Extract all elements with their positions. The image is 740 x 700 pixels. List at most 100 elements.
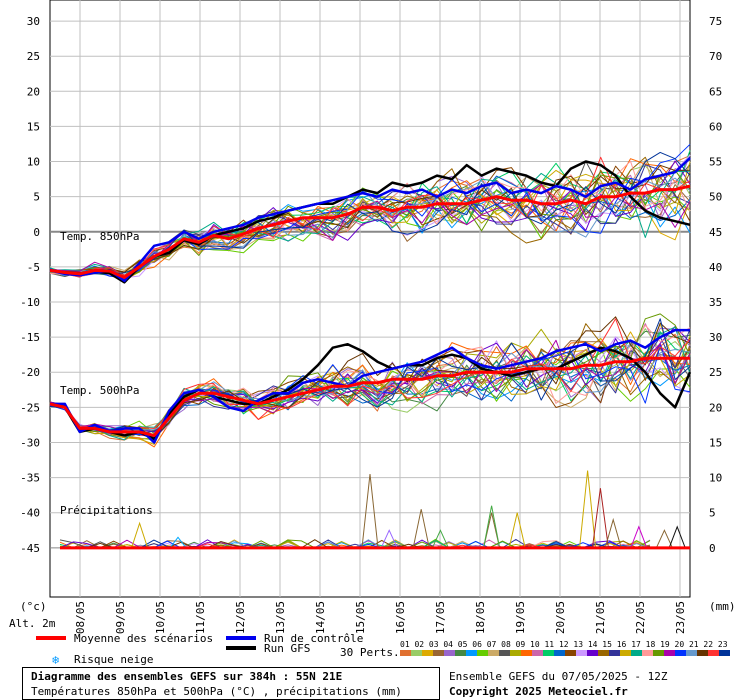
member-color-swatch: [631, 650, 642, 656]
x-tick-label: 12/05: [234, 601, 247, 634]
left-tick-label: -20: [20, 366, 40, 379]
precip-spike: [412, 509, 430, 548]
right-tick-label: 30: [709, 331, 722, 344]
member-line: [49, 156, 691, 278]
member-color-bar: [400, 650, 730, 656]
member-color-swatch: [642, 650, 653, 656]
member-color-swatch: [400, 650, 411, 656]
right-tick-label: 0: [709, 542, 716, 555]
member-color-swatch: [598, 650, 609, 656]
left-tick-label: -45: [20, 542, 40, 555]
right-tick-label: 15: [709, 436, 722, 449]
footer-title: Diagramme des ensembles GEFS sur 384h : …: [31, 670, 343, 683]
left-tick-label: -30: [20, 436, 40, 449]
member-color-swatch: [609, 650, 620, 656]
member-color-swatch: [653, 650, 664, 656]
swatch-mean: [36, 636, 66, 640]
member-color-swatch: [444, 650, 455, 656]
precip-spike: [668, 525, 686, 549]
member-line: [49, 318, 691, 434]
x-tick-label: 21/05: [594, 601, 607, 634]
alt-label: Alt. 2m: [9, 617, 56, 630]
member-color-swatch: [543, 650, 554, 656]
control-line-500: [50, 328, 690, 444]
member-color-swatch: [521, 650, 532, 656]
x-tick-label: 22/05: [634, 601, 647, 634]
left-tick-label: -25: [20, 401, 40, 414]
precip-spike: [431, 529, 449, 549]
precip-spike: [579, 470, 597, 548]
grid: [49, 0, 691, 598]
member-line: [49, 177, 691, 281]
left-tick-label: -5: [27, 261, 40, 274]
x-tick-label: 17/05: [434, 601, 447, 634]
footer-subtitle: Températures 850hPa et 500hPa (°C) , pré…: [31, 685, 402, 698]
member-color-swatch: [433, 650, 444, 656]
x-tick-label: 11/05: [194, 601, 207, 634]
label-precip: Précipitations: [60, 504, 153, 517]
x-tick-label: 18/05: [474, 601, 487, 634]
swatch-control: [226, 636, 256, 640]
precip-spike: [131, 521, 149, 548]
precip-spike: [655, 529, 673, 549]
right-tick-label: 65: [709, 85, 722, 98]
copyright: Copyright 2025 Meteociel.fr: [449, 685, 628, 698]
left-unit: (°c): [20, 600, 47, 613]
right-tick-label: 60: [709, 120, 722, 133]
mean-line-500: [49, 356, 690, 437]
member-line: [49, 170, 691, 279]
member-line: [49, 326, 691, 441]
left-tick-label: 15: [27, 120, 40, 133]
x-tick-label: 16/05: [394, 601, 407, 634]
label-850: Temp. 850hPa: [60, 230, 139, 243]
axis-ticks: 302520151050-5-10-15-20-25-30-35-40-4575…: [20, 15, 722, 634]
x-tick-label: 13/05: [274, 601, 287, 634]
legend-control-label: Run de contrôle: [264, 632, 364, 645]
left-tick-label: 30: [27, 15, 40, 28]
x-tick-label: 08/05: [74, 601, 87, 634]
x-tick-label: 20/05: [554, 601, 567, 634]
member-color-swatch: [554, 650, 565, 656]
left-tick-label: -35: [20, 472, 40, 485]
member-color-swatch: [686, 650, 697, 656]
right-tick-label: 70: [709, 50, 722, 63]
left-tick-label: -10: [20, 296, 40, 309]
right-unit: (mm): [709, 600, 736, 613]
left-tick-label: -15: [20, 331, 40, 344]
member-color-swatch: [455, 650, 466, 656]
member-line: [49, 160, 691, 278]
precip-spike: [508, 512, 526, 548]
mean-line-850: [49, 184, 691, 279]
member-color-swatch: [499, 650, 510, 656]
right-tick-label: 50: [709, 191, 722, 204]
left-tick-label: 10: [27, 156, 40, 169]
member-color-swatch: [708, 650, 719, 656]
right-tick-label: 40: [709, 261, 722, 274]
member-color-swatch: [466, 650, 477, 656]
precip-spike: [380, 529, 398, 549]
x-tick-label: 10/05: [154, 601, 167, 634]
left-tick-label: 20: [27, 85, 40, 98]
precip-spike: [604, 517, 622, 548]
precip-spike: [630, 525, 648, 549]
right-tick-label: 45: [709, 226, 722, 239]
x-tick-label: 14/05: [314, 601, 327, 634]
left-tick-label: 25: [27, 50, 40, 63]
member-color-swatch: [565, 650, 576, 656]
right-tick-label: 55: [709, 156, 722, 169]
right-tick-label: 75: [709, 15, 722, 28]
member-color-swatch: [576, 650, 587, 656]
right-tick-label: 5: [709, 507, 716, 520]
member-color-swatch: [675, 650, 686, 656]
member-color-swatch: [510, 650, 521, 656]
control-line-850: [49, 157, 691, 283]
perts-label: 30 Perts.: [340, 646, 400, 659]
member-color-swatch: [664, 650, 675, 656]
label-500: Temp. 500hPa: [60, 384, 139, 397]
plot-area: [49, 0, 691, 598]
right-tick-label: 25: [709, 366, 722, 379]
footer-box: Diagramme des ensembles GEFS sur 384h : …: [22, 667, 440, 700]
member-color-swatch: [477, 650, 488, 656]
legend-gfs-label: Run GFS: [264, 642, 311, 655]
